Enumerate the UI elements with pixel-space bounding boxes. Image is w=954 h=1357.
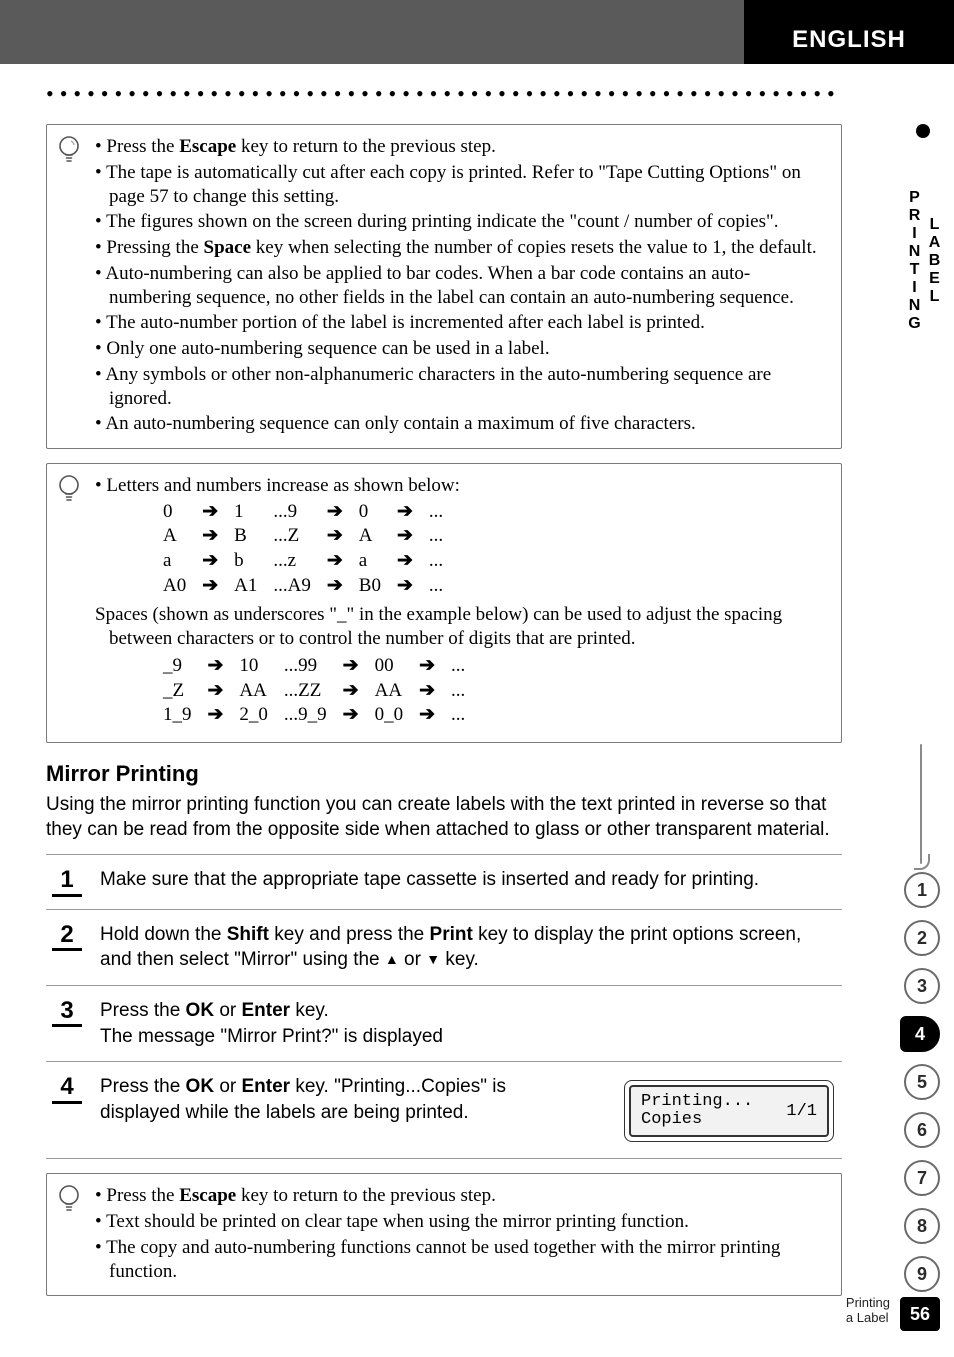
sequence-row: A0➔A1...A9➔B0➔... <box>155 574 451 599</box>
side-divider-line <box>920 744 922 864</box>
tip-item: Any symbols or other non-alphanumeric ch… <box>95 363 827 411</box>
side-strip: LABEL PRINTING 1 2 3 4 5 6 7 8 9 56 Prin… <box>892 64 954 1357</box>
tip-item: The copy and auto-numbering functions ca… <box>95 1236 827 1284</box>
tip-box-2: Letters and numbers increase as shown be… <box>46 463 842 743</box>
triangle-up-icon: ▲ <box>385 950 399 969</box>
spacing-note: Spaces (shown as underscores "_" in the … <box>109 603 827 652</box>
step-row: 1 Make sure that the appropriate tape ca… <box>46 855 842 909</box>
sequence-row: a➔b...z➔a➔... <box>155 549 451 574</box>
mirror-printing-heading: Mirror Printing <box>46 761 842 787</box>
header-language: ENGLISH <box>744 0 954 64</box>
sequence-block-1: 0➔1...9➔0➔...A➔B...Z➔A➔...a➔b...z➔a➔...A… <box>109 500 827 599</box>
lcd-preview: Printing... Copies 1/1 <box>624 1080 834 1142</box>
sequence-row: 0➔1...9➔0➔... <box>155 500 451 525</box>
step-body: Press the OK or Enter key. "Printing...C… <box>100 1074 530 1125</box>
step-row: 4 Press the OK or Enter key. "Printing..… <box>46 1062 842 1158</box>
section-label: LABEL PRINTING <box>904 146 944 376</box>
chapter-tabs: 1 2 3 4 5 6 7 8 9 <box>904 872 940 1304</box>
tip-item: Letters and numbers increase as shown be… <box>95 474 827 728</box>
chapter-tab-2[interactable]: 2 <box>904 920 940 956</box>
tip-item: The auto-number portion of the label is … <box>95 311 827 335</box>
lcd-count: 1/1 <box>786 1102 817 1121</box>
footer-caption: Printing a Label <box>846 1295 890 1325</box>
page-number-badge: 56 <box>900 1297 940 1331</box>
step-row: 3 Press the OK or Enter key. The message… <box>46 986 842 1062</box>
sequence-table: 0➔1...9➔0➔...A➔B...Z➔A➔...a➔b...z➔a➔...A… <box>155 500 451 599</box>
header-bar: ENGLISH <box>0 0 954 64</box>
sequence-row: A➔B...Z➔A➔... <box>155 524 451 549</box>
sequence-row: _Z➔AA...ZZ➔AA➔... <box>155 679 473 704</box>
tip-item: The figures shown on the screen during p… <box>95 210 827 234</box>
step-body: Make sure that the appropriate tape cass… <box>100 867 836 893</box>
lcd-line-1: Printing... <box>641 1093 753 1111</box>
tip-item: Pressing the Space key when selecting th… <box>95 236 827 260</box>
tip-item: Only one auto-numbering sequence can be … <box>95 337 827 361</box>
step-number: 2 <box>52 922 82 951</box>
tip-item: Auto-numbering can also be applied to ba… <box>95 262 827 310</box>
tip-item: Press the Escape key to return to the pr… <box>95 1184 827 1208</box>
chapter-tab-1[interactable]: 1 <box>904 872 940 908</box>
tip-item: Text should be printed on clear tape whe… <box>95 1210 827 1234</box>
chapter-tab-9[interactable]: 9 <box>904 1256 940 1292</box>
section-label-block: LABEL PRINTING <box>904 124 942 354</box>
lcd-line-2: Copies <box>641 1111 753 1129</box>
step-number: 3 <box>52 998 82 1027</box>
manual-page: ENGLISH LABEL PRINTING 1 2 3 4 5 6 7 8 9… <box>0 0 954 1357</box>
step-body: Hold down the Shift key and press the Pr… <box>100 922 836 973</box>
tip-list-2: Letters and numbers increase as shown be… <box>95 474 827 728</box>
sequence-block-2: _9➔10...99➔00➔..._Z➔AA...ZZ➔AA➔...1_9➔2_… <box>109 654 827 728</box>
chapter-tab-7[interactable]: 7 <box>904 1160 940 1196</box>
mirror-steps: 1 Make sure that the appropriate tape ca… <box>46 854 842 1159</box>
chapter-tab-4[interactable]: 4 <box>900 1016 940 1052</box>
tip-item: An auto-numbering sequence can only cont… <box>95 412 827 436</box>
step-body: Press the OK or Enter key. The message "… <box>100 998 836 1049</box>
step-number: 1 <box>52 867 82 896</box>
chapter-tab-6[interactable]: 6 <box>904 1112 940 1148</box>
sequence-row: 1_9➔2_0...9_9➔0_0➔... <box>155 703 473 728</box>
tip-box-3: Press the Escape key to return to the pr… <box>46 1173 842 1296</box>
tip-box-1: Press the Escape key to return to the pr… <box>46 124 842 449</box>
step-row: 2 Hold down the Shift key and press the … <box>46 910 842 986</box>
triangle-down-icon: ▼ <box>426 950 440 969</box>
section-bullet-icon <box>916 124 930 138</box>
tip-item: The tape is automatically cut after each… <box>95 161 827 209</box>
lcd-screen: Printing... Copies 1/1 <box>629 1085 829 1137</box>
step-number: 4 <box>52 1074 82 1103</box>
chapter-tab-8[interactable]: 8 <box>904 1208 940 1244</box>
chapter-tab-3[interactable]: 3 <box>904 968 940 1004</box>
sequence-row: _9➔10...99➔00➔... <box>155 654 473 679</box>
sequence-table: _9➔10...99➔00➔..._Z➔AA...ZZ➔AA➔...1_9➔2_… <box>155 654 473 728</box>
lightbulb-icon <box>57 474 81 506</box>
lightbulb-icon <box>57 135 81 167</box>
dotted-rule: ••••••••••••••••••••••••••••••••••••••••… <box>46 88 842 110</box>
tip-item: Press the Escape key to return to the pr… <box>95 135 827 159</box>
chapter-tab-5[interactable]: 5 <box>904 1064 940 1100</box>
lightbulb-icon <box>57 1184 81 1216</box>
tip-list-3: Press the Escape key to return to the pr… <box>95 1184 827 1283</box>
tip-list-1: Press the Escape key to return to the pr… <box>95 135 827 436</box>
mirror-printing-intro: Using the mirror printing function you c… <box>46 793 842 842</box>
page-content: ••••••••••••••••••••••••••••••••••••••••… <box>46 88 842 1287</box>
